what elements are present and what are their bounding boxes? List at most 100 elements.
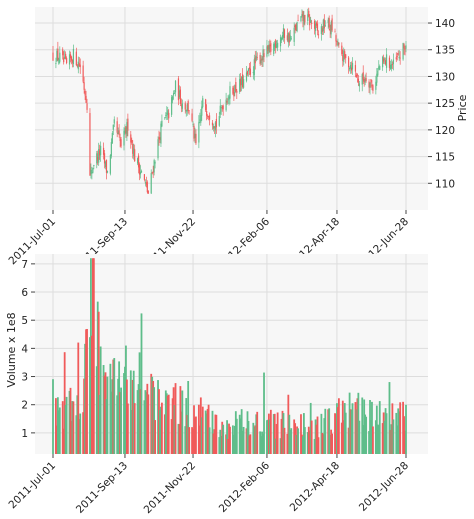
candle-body [277, 42, 279, 48]
candlestick [234, 84, 236, 97]
volume-bar [197, 404, 200, 454]
candlestick [310, 16, 312, 23]
volume-bar [75, 415, 78, 454]
candle-body [185, 109, 187, 112]
volume-bar [241, 430, 244, 454]
candle-body [362, 72, 364, 80]
candlestick [309, 14, 311, 31]
candle-body [187, 101, 189, 112]
candle-body [96, 153, 98, 164]
candlestick [336, 40, 338, 46]
candle-body [137, 158, 139, 164]
volume-bar [286, 433, 289, 454]
volume-bar [392, 419, 395, 454]
candle-body [144, 182, 146, 184]
volume-bar [188, 427, 191, 454]
candle-body [220, 107, 222, 109]
candle-body [389, 64, 392, 70]
volume-bar [399, 402, 402, 454]
volume-bar [361, 397, 364, 454]
candlestick [391, 61, 393, 70]
volume-bar [226, 420, 228, 454]
candlestick [277, 39, 279, 52]
candle-body [273, 43, 275, 55]
candlestick [315, 21, 318, 28]
volume-bar [151, 376, 154, 454]
candle-body [293, 27, 295, 42]
candle-body [85, 95, 87, 103]
volume-bar [164, 390, 167, 454]
price-candles [52, 7, 407, 195]
volume-bar [281, 410, 284, 454]
candlestick [134, 144, 136, 162]
candlestick [168, 109, 170, 124]
volume-bar [347, 427, 350, 454]
volume-bar [303, 427, 306, 454]
volume-bar [390, 424, 393, 454]
candle-body [309, 16, 311, 26]
candle-body [379, 66, 381, 70]
candlestick [72, 44, 75, 68]
candle-body [118, 130, 120, 135]
volume-bar [300, 414, 302, 454]
candle-body [281, 35, 284, 40]
volume-bar [388, 382, 391, 454]
volume-bar [177, 423, 180, 454]
candle-body [133, 148, 135, 157]
candlestick [150, 169, 152, 195]
candle-body [368, 81, 370, 88]
candle-body [207, 116, 210, 118]
candlestick [288, 31, 290, 46]
volume-bar [315, 424, 318, 454]
candle-body [335, 35, 337, 42]
candlestick [289, 29, 291, 42]
candlestick [246, 70, 249, 77]
volume-bar [147, 394, 150, 454]
volume-bar [334, 413, 336, 454]
candle-body [390, 64, 393, 69]
volume-x-tick-label: 2011-Sep-13 [74, 460, 130, 516]
volume-bar [297, 428, 299, 454]
candle-body [255, 55, 257, 61]
candlestick [348, 66, 351, 72]
volume-bar [187, 380, 190, 454]
candlestick [219, 99, 221, 119]
candle-body [329, 29, 331, 32]
candlestick [304, 14, 306, 26]
volume-bar [395, 412, 398, 454]
candle-body [343, 50, 345, 63]
volume-bar [204, 410, 207, 454]
candle-body [64, 56, 66, 59]
candle-body [384, 58, 386, 60]
volume-bar [76, 395, 79, 454]
candlestick [337, 38, 339, 47]
candlestick [355, 72, 358, 78]
volume-bar [91, 258, 94, 454]
candlestick [89, 108, 91, 176]
volume-bar [324, 408, 327, 454]
candlestick [194, 127, 196, 144]
candle-body [70, 56, 73, 61]
candlestick [370, 78, 372, 88]
candle-body [66, 58, 68, 64]
volume-bar [111, 379, 114, 454]
volume-bar [173, 404, 176, 454]
candlestick [383, 54, 385, 64]
candlestick [79, 58, 81, 74]
candle-body [370, 79, 372, 83]
candlestick [327, 17, 329, 29]
candle-body [145, 182, 147, 185]
candlestick [206, 104, 208, 121]
candlestick [279, 34, 282, 52]
volume-y-tick-label: 6 [21, 287, 28, 299]
candlestick [178, 85, 181, 100]
candlestick [86, 98, 88, 114]
volume-bar [242, 426, 245, 454]
candle-body [331, 18, 333, 31]
volume-bar [371, 401, 373, 454]
volume-bar [125, 345, 127, 454]
candle-body [276, 43, 278, 48]
candle-body [56, 50, 58, 61]
candle-body [134, 149, 136, 162]
candlestick [116, 117, 118, 138]
